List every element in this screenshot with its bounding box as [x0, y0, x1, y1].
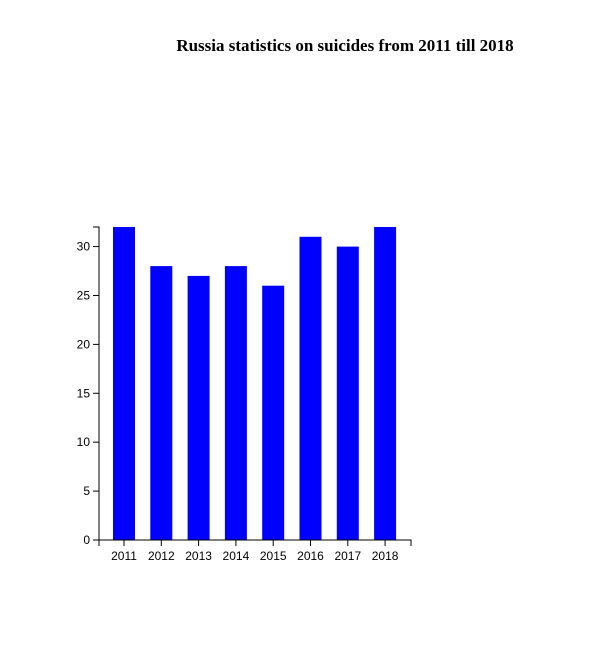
x-tick-label: 2012: [148, 549, 175, 563]
bar-2012: [150, 266, 173, 540]
chart-title: Russia statistics on suicides from 2011 …: [176, 36, 514, 55]
x-tick-label: 2016: [297, 549, 324, 563]
bar-2013: [187, 275, 210, 540]
x-tick-label: 2011: [111, 549, 137, 563]
bar-2017: [336, 246, 359, 540]
x-tick-label: 2015: [260, 549, 287, 563]
y-tick-label: 30: [77, 240, 91, 254]
bars-group: [113, 227, 397, 541]
bar-2018: [374, 227, 397, 540]
x-axis-line: [98, 539, 412, 546]
x-tick-label: 2018: [372, 549, 399, 563]
bar-2016: [299, 236, 322, 541]
y-tick-label: 5: [83, 484, 90, 498]
x-axis: 2011 2012 2013 2014 2015 2016 2017 2018: [98, 539, 412, 563]
y-tick-label: 0: [83, 533, 90, 547]
y-tick-label: 20: [77, 337, 91, 351]
y-tick-label: 15: [77, 386, 91, 400]
x-tick-label: 2013: [185, 549, 212, 563]
bar-2015: [262, 285, 285, 540]
bar-2014: [224, 266, 247, 540]
y-axis-line: [93, 226, 100, 541]
y-tick-label: 10: [77, 435, 91, 449]
y-axis: 0 5 10 15 20 25 30: [77, 226, 100, 547]
x-tick-label: 2017: [334, 549, 361, 563]
bar-2011: [113, 227, 135, 540]
y-tick-label: 25: [77, 288, 91, 302]
x-tick-label: 2014: [223, 549, 250, 563]
